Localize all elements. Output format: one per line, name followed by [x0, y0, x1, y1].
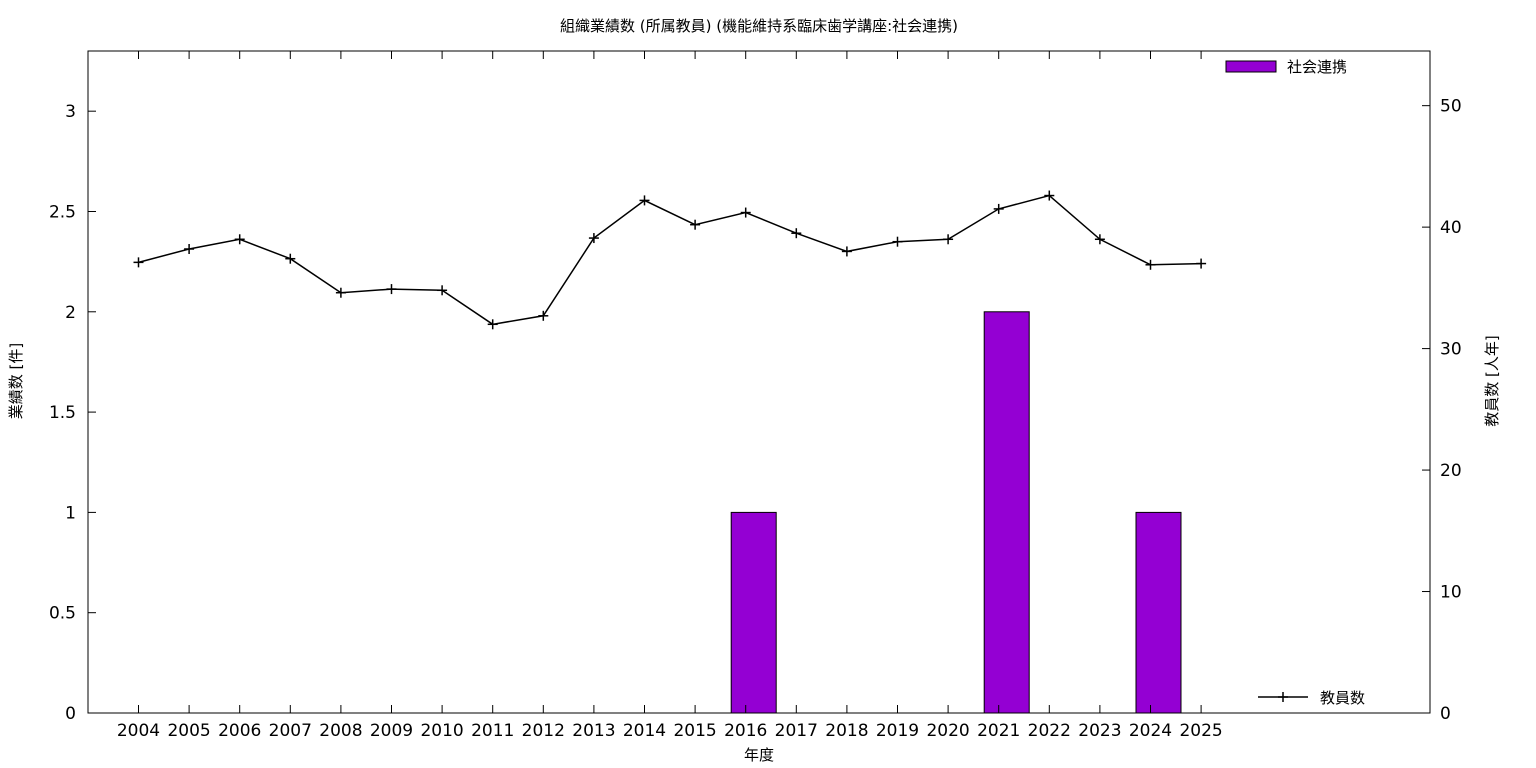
legend-bar-swatch	[1225, 60, 1277, 73]
x-tick-label: 2013	[572, 721, 615, 741]
y2-tick-label: 20	[1440, 461, 1462, 481]
x-tick-label: 2015	[673, 721, 716, 741]
bar	[983, 311, 1030, 714]
x-tick-label: 2018	[825, 721, 868, 741]
bar	[730, 511, 777, 714]
line-layer	[133, 190, 1207, 330]
x-tick-label: 2016	[724, 721, 767, 741]
x-tick-label: 2019	[876, 721, 919, 741]
plot-frame	[87, 50, 1431, 714]
x-tick-label: 2021	[977, 721, 1020, 741]
x-tick-label: 2011	[471, 721, 514, 741]
x-tick-label: 2025	[1179, 721, 1222, 741]
y-tick-label: 2.5	[49, 202, 76, 222]
x-tick-label: 2020	[926, 721, 969, 741]
x-tick-label: 2007	[269, 721, 312, 741]
x-tick-label: 2023	[1078, 721, 1121, 741]
y-tick-label: 3	[65, 102, 76, 122]
x-tick-label: 2022	[1028, 721, 1071, 741]
x-tick-label: 2006	[218, 721, 261, 741]
series-line-teachers	[138, 194, 1202, 326]
x-tick-label: 2010	[420, 721, 463, 741]
y2-axis-label: 教員数 [人年]	[1483, 335, 1501, 426]
x-tick-label: 2004	[117, 721, 160, 741]
y-tick-label: 2	[65, 303, 76, 323]
y-tick-label: 0.5	[49, 604, 76, 624]
y-tick-label: 1	[65, 503, 76, 523]
y2-tick-label: 50	[1440, 97, 1462, 117]
x-tick-label: 2005	[167, 721, 210, 741]
x-tick-label: 2014	[623, 721, 666, 741]
y-tick-label: 0	[65, 704, 76, 724]
y-tick-label: 1.5	[49, 403, 76, 423]
x-tick-label: 2024	[1129, 721, 1172, 741]
bars-layer	[730, 311, 1182, 714]
legend-bar-label: 社会連携	[1287, 58, 1347, 76]
y2-tick-label: 30	[1440, 340, 1462, 360]
x-tick-label: 2012	[522, 721, 565, 741]
y-axis-label: 業績数 [件]	[7, 343, 25, 419]
legend-line-label: 教員数	[1320, 689, 1365, 707]
y2-tick-label: 10	[1440, 583, 1462, 603]
x-tick-label: 2017	[775, 721, 818, 741]
chart-title: 組織業績数 (所属教員) (機能維持系臨床歯学講座:社会連携)	[560, 17, 958, 35]
y2-tick-label: 40	[1440, 218, 1462, 238]
x-tick-label: 2008	[319, 721, 362, 741]
bar	[1135, 511, 1182, 714]
legend: 社会連携 教員数	[1225, 58, 1365, 707]
y2-tick-label: 0	[1440, 704, 1451, 724]
x-tick-label: 2009	[370, 721, 413, 741]
x-axis-label: 年度	[744, 746, 774, 764]
